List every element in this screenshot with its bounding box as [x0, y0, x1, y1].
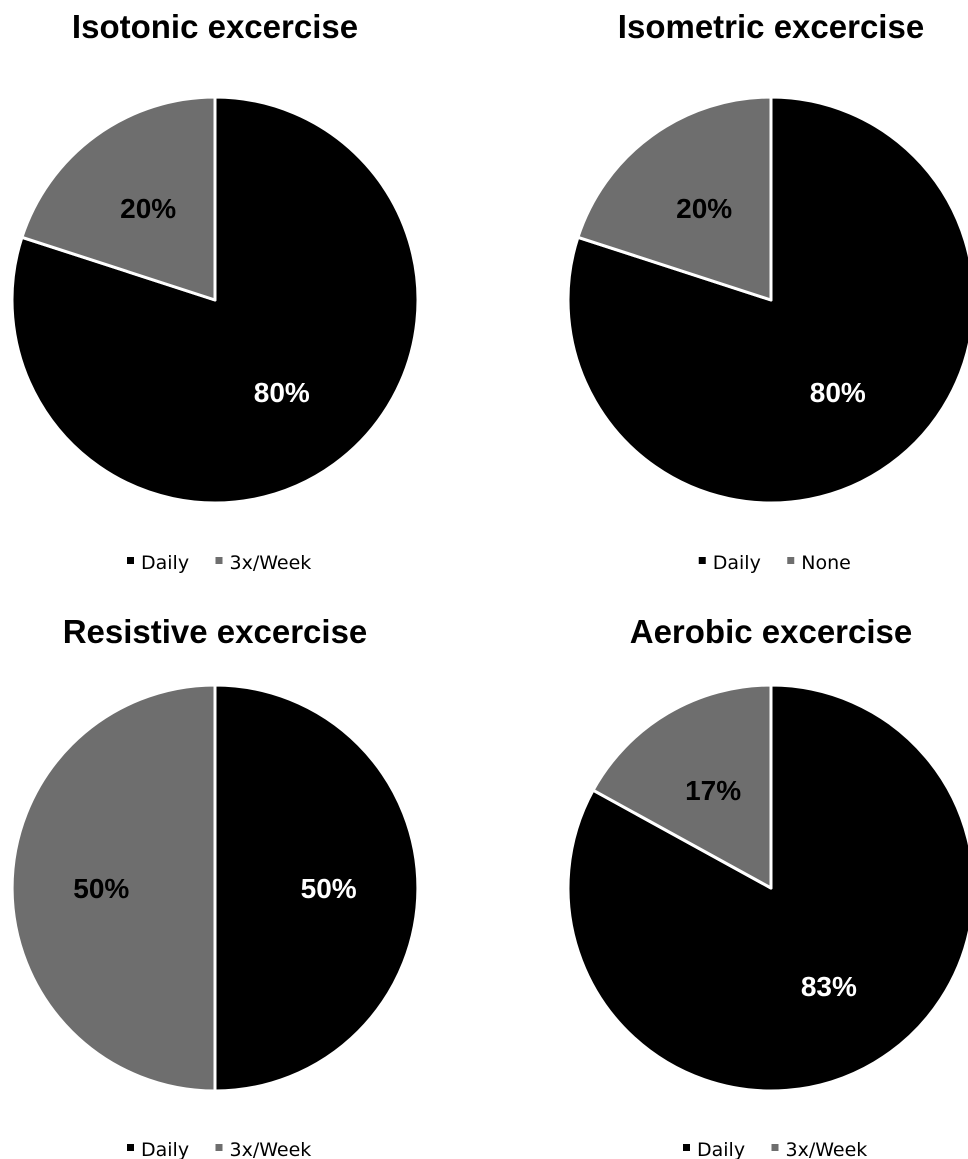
chart-title: Aerobic excercise — [630, 613, 913, 650]
legend-item-daily: Daily — [127, 1139, 189, 1159]
legend-swatch — [787, 557, 795, 564]
legend-item-daily: Daily — [683, 1139, 745, 1159]
legend-swatch — [127, 557, 134, 564]
chart-resistive-excercise: Resistive excercise 50% 50% Daily 3x/Week — [10, 613, 420, 1159]
legend-label: Daily — [697, 1139, 745, 1159]
legend: Daily 3x/Week — [127, 1139, 311, 1159]
data-label-3x-week: 50% — [73, 873, 129, 904]
pie-slice-none — [576, 95, 773, 302]
legend-swatch — [215, 557, 223, 564]
data-label-3x-week: 17% — [685, 775, 741, 806]
legend-swatch — [771, 1144, 779, 1151]
legend-label: 3x/Week — [786, 1139, 868, 1159]
pie-slice-3x-week — [20, 95, 217, 302]
legend-item-daily: Daily — [127, 552, 189, 574]
legend: Daily None — [698, 552, 851, 574]
chart-aerobic-excercise: Aerobic excercise 83% 17% Daily 3x/Week — [566, 613, 968, 1159]
legend-swatch — [698, 557, 706, 564]
data-label-daily: 80% — [810, 377, 866, 408]
legend-label: 3x/Week — [230, 552, 312, 574]
data-label-daily: 80% — [254, 377, 310, 408]
data-label-daily: 50% — [301, 873, 357, 904]
pie-slice-daily — [213, 683, 420, 1093]
legend-label: None — [801, 552, 851, 574]
pie-slice-3x-week — [10, 683, 217, 1093]
legend: Daily 3x/Week — [683, 1139, 867, 1159]
legend-label: Daily — [141, 552, 189, 574]
legend: Daily 3x/Week — [127, 552, 311, 574]
legend-item-3x-week: 3x/Week — [215, 552, 312, 574]
pie-slice-3x-week — [591, 683, 773, 890]
legend-item-3x-week: 3x/Week — [771, 1139, 868, 1159]
legend-item-daily: Daily — [698, 552, 761, 574]
chart-isometric-excercise: Isometric excercise 80% 20% Daily None — [566, 8, 968, 574]
legend-swatch — [683, 1144, 690, 1151]
chart-isotonic-excercise: Isotonic excercise 80% 20% Daily 3x/Week — [10, 8, 420, 574]
data-label-none: 20% — [676, 193, 732, 224]
chart-title: Isometric excercise — [618, 8, 924, 45]
chart-title: Resistive excercise — [63, 613, 368, 650]
chart-title: Isotonic excercise — [72, 8, 358, 45]
legend-swatch — [127, 1144, 134, 1151]
legend-label: Daily — [141, 1139, 189, 1159]
legend-swatch — [215, 1144, 223, 1151]
legend-label: Daily — [713, 552, 761, 574]
legend-label: 3x/Week — [230, 1139, 312, 1159]
legend-item-none: None — [787, 552, 851, 574]
data-label-daily: 83% — [801, 971, 857, 1002]
data-label-3x-week: 20% — [120, 193, 176, 224]
legend-item-3x-week: 3x/Week — [215, 1139, 312, 1159]
